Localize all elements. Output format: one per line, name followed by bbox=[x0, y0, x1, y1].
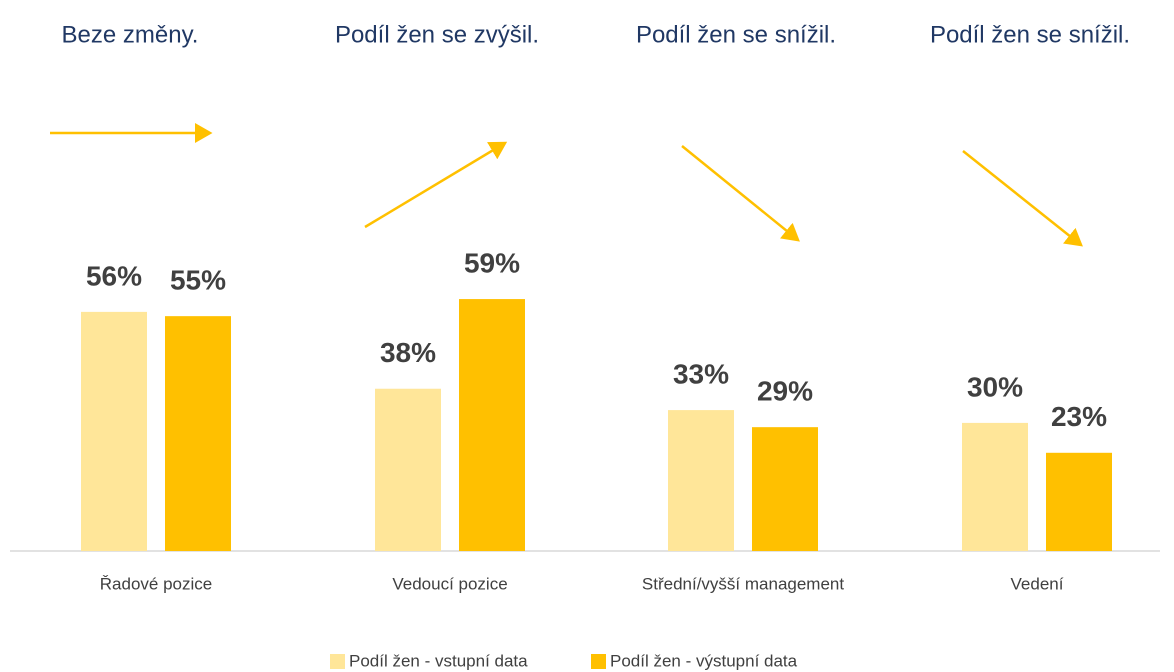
bar bbox=[375, 388, 441, 551]
bar bbox=[459, 299, 525, 551]
x-tick-label: Řadové pozice bbox=[100, 574, 212, 593]
data-label: 29% bbox=[757, 376, 813, 407]
data-label: 33% bbox=[673, 358, 729, 389]
bar bbox=[668, 410, 734, 551]
bar bbox=[962, 422, 1028, 551]
bar bbox=[1046, 452, 1112, 551]
data-label: 55% bbox=[170, 265, 226, 296]
arrow bbox=[681, 145, 800, 242]
data-label: 23% bbox=[1051, 401, 1107, 432]
arrow bbox=[364, 141, 508, 229]
annotation: Podíl žen se snížil. bbox=[636, 21, 836, 48]
annotation: Podíl žen se snížil. bbox=[930, 21, 1130, 48]
data-label: 30% bbox=[967, 371, 1023, 402]
data-label: 56% bbox=[86, 260, 142, 291]
annotation: Beze změny. bbox=[62, 21, 199, 48]
x-tick-label: Vedoucí pozice bbox=[392, 574, 507, 593]
x-tick-label: Střední/vyšší management bbox=[642, 574, 844, 593]
annotation: Podíl žen se zvýšil. bbox=[335, 21, 539, 48]
data-label: 59% bbox=[464, 247, 520, 278]
bar bbox=[81, 311, 147, 551]
legend-swatch bbox=[330, 654, 345, 669]
arrow bbox=[962, 150, 1083, 247]
bar bbox=[165, 316, 231, 551]
bar bbox=[752, 427, 818, 551]
data-label: 38% bbox=[380, 337, 436, 368]
legend-label: Podíl žen - vstupní data bbox=[349, 651, 528, 670]
x-tick-label: Vedení bbox=[1011, 574, 1064, 593]
legend-label: Podíl žen - výstupní data bbox=[610, 651, 798, 670]
legend-swatch bbox=[591, 654, 606, 669]
